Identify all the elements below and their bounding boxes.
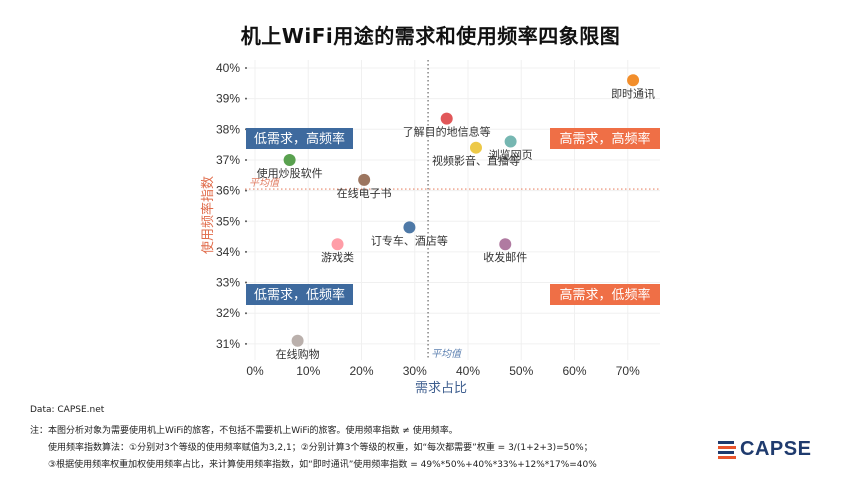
y-tick-label: 32% [216,306,240,320]
quadrant-label: 高需求，高频率 [559,131,650,147]
data-point: 游戏类 [321,238,354,264]
data-point-marker [440,112,453,125]
data-point-marker [331,238,344,251]
y-tick-mark [245,250,247,253]
y-tick-label: 33% [216,276,240,290]
y-tick-mark [245,220,247,223]
grid-lines [245,60,660,360]
y-tick-mark [245,97,247,100]
quadrant-box [550,128,660,149]
y-tick-mark [245,342,247,345]
average-label-x: 平均值 [431,348,463,360]
data-point: 了解目的地信息等 [403,112,491,139]
y-axis-title: 使用频率指数 [200,176,216,254]
quadrant-box [246,284,353,305]
x-tick-label: 10% [296,364,320,378]
logo-text: CAPSE [740,438,812,460]
x-tick-label: 0% [246,364,264,378]
y-tick-label: 36% [216,184,240,198]
x-tick-label: 40% [456,364,480,378]
data-point: 视频影音、直播等 [432,141,520,168]
y-tick-label: 40% [216,61,240,75]
logo-bar [718,455,736,459]
data-point-marker [403,221,416,234]
data-point-marker [283,153,296,166]
data-point-label: 视频影音、直播等 [432,154,520,168]
quadrant-label: 高需求，低频率 [559,287,650,303]
y-tick-mark [245,189,247,192]
data-point-marker [504,135,517,148]
data-point-label: 在线电子书 [337,186,392,200]
data-point-marker [499,238,512,251]
x-tick-label: 30% [403,364,427,378]
x-tick-label: 60% [562,364,586,378]
x-axis-ticks: 0% 10% 20% 30% 40% 50% 60% 70% [246,364,640,378]
x-tick-label: 50% [509,364,533,378]
data-point-label: 游戏类 [321,250,354,264]
data-point-label: 浏览网页 [489,148,533,162]
data-point: 使用炒股软件 [257,153,323,180]
data-point: 在线电子书 [337,173,392,200]
quadrant-bottom-left: 低需求，低频率 [246,284,353,305]
chart-title: 机上WiFi用途的需求和使用频率四象限图 [240,24,621,48]
data-points: 即时通讯了解目的地信息等浏览网页视频影音、直播等使用炒股软件在线电子书订专车、酒… [257,74,655,361]
capse-logo: CAPSE [718,438,811,461]
data-point-marker [627,74,640,87]
x-tick-label: 70% [616,364,640,378]
data-point: 订专车、酒店等 [371,221,448,247]
quadrant-box [550,284,660,305]
logo-bar [718,445,736,449]
x-axis-title: 需求占比 [415,381,467,396]
y-tick-label: 35% [216,214,240,228]
y-tick-label: 37% [216,153,240,167]
data-source: Data: CAPSE.net [30,405,105,415]
average-label-y: 平均值 [249,177,281,189]
y-tick-label: 39% [216,92,240,106]
logo-bar [718,440,734,444]
y-tick-mark [245,281,247,284]
y-tick-label: 31% [216,337,240,351]
data-point-label: 收发邮件 [483,250,527,264]
data-point-label: 了解目的地信息等 [403,125,491,139]
y-tick-mark [245,158,247,161]
data-point-label: 订专车、酒店等 [371,233,448,247]
data-point: 浏览网页 [489,135,533,162]
logo-bar [718,450,734,454]
data-point: 在线购物 [276,334,320,361]
data-point-marker [469,141,482,154]
data-point: 收发邮件 [483,238,527,264]
footnote-2: 使用频率指数算法：①分别对3个等级的使用频率赋值为3,2,1；②分别计算3个等级… [48,443,593,453]
quadrant-box [246,128,353,149]
footnote-3: ③根据使用频率权重加权使用频率占比，来计算使用频率指数，如“即时通讯”使用频率指… [48,460,597,470]
y-tick-label: 34% [216,245,240,259]
data-point-marker [291,334,304,347]
y-tick-mark [245,67,247,69]
logo-bars-icon [718,440,736,459]
quadrant-label: 低需求，低频率 [254,287,345,303]
y-tick-mark [245,312,247,315]
data-point: 即时通讯 [611,74,655,100]
quadrant-bottom-right: 高需求，低频率 [550,284,660,305]
data-point-label: 使用炒股软件 [257,166,323,180]
x-tick-label: 20% [349,364,373,378]
quadrant-label: 低需求，高频率 [254,131,345,147]
quadrant-top-left: 低需求，高频率 [246,128,353,149]
data-point-label: 即时通讯 [611,87,655,100]
data-point-label: 在线购物 [276,347,320,361]
y-tick-label: 38% [216,122,240,136]
data-point-marker [358,173,371,186]
y-axis-ticks: 31% 32% 33% 34% 35% 36% 37% 38% 39% 40% [216,61,247,351]
quadrant-top-right: 高需求，高频率 [550,128,660,149]
footnote-1: 注：本图分析对象为需要使用机上WiFi的旅客，不包括不需要机上WiFi的旅客。使… [30,426,458,436]
